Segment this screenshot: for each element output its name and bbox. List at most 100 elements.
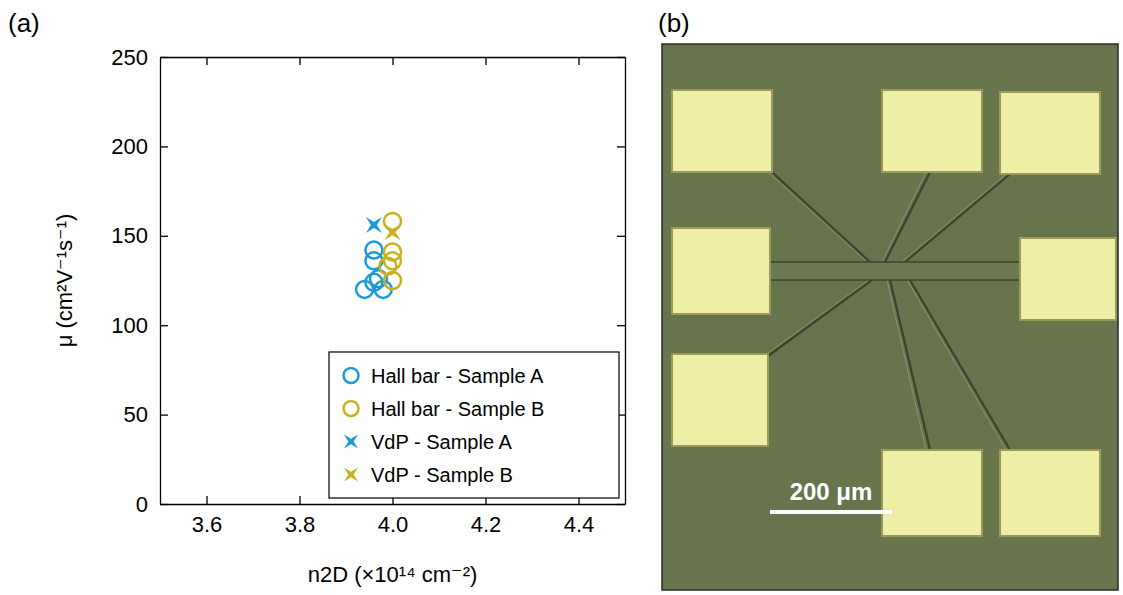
axis [161, 57, 626, 65]
tick-mark [206, 57, 207, 65]
tick-label: 200 [111, 134, 148, 159]
tick-label: 0 [136, 492, 148, 517]
tick: 4.4 [564, 496, 595, 537]
axis-line [160, 58, 161, 505]
tick-mark [617, 57, 625, 58]
substrate [662, 44, 1118, 590]
contact-pad [1000, 92, 1100, 174]
tick-mark [578, 57, 579, 65]
tick-label: 150 [111, 223, 148, 248]
legend-marker [344, 435, 358, 449]
series [379, 213, 401, 289]
tick: 3.8 [285, 496, 316, 537]
figure: (a) 3.6 3.8 4.0 4.2 4.4 0 50 100 150 200 250 n2D (×1… [0, 0, 1123, 595]
series [385, 224, 401, 240]
point [384, 272, 401, 289]
lead-edge [887, 280, 926, 450]
tick-mark [160, 504, 168, 505]
tick-mark [160, 236, 168, 237]
tick-label: 3.8 [285, 512, 316, 537]
tick-mark [617, 146, 625, 147]
lead [910, 280, 1010, 450]
lead [768, 280, 872, 356]
lead-edge [907, 280, 1006, 450]
leads [764, 172, 1010, 450]
contact-pad [882, 90, 982, 172]
lead [885, 172, 930, 262]
panel-label: (a) [8, 8, 40, 38]
tick-label: 4.4 [564, 512, 595, 537]
tick-label: 4.2 [471, 512, 502, 537]
legend-entry: VdP - Sample A [371, 431, 512, 453]
lead-edge [764, 280, 869, 356]
axis: 0 50 100 150 200 250 [111, 45, 168, 517]
tick-mark [206, 496, 207, 504]
axis-line [161, 504, 626, 505]
tick-mark [617, 504, 625, 505]
contact-pad [672, 228, 770, 314]
x-axis-title: n2D (×10¹⁴ cm⁻²) [308, 562, 478, 587]
y-axis-title: μ (cm²V⁻¹s⁻¹) [52, 214, 77, 348]
contact-pad [1000, 450, 1100, 536]
tick: 200 [111, 134, 168, 159]
tick [617, 236, 625, 237]
tick-mark [160, 146, 168, 147]
tick-mark [617, 236, 625, 237]
tick: 0 [136, 492, 168, 517]
tick-mark [485, 57, 486, 65]
tick-label: 100 [111, 313, 148, 338]
tick-mark [160, 325, 168, 326]
point [384, 252, 401, 269]
legend-box [329, 352, 619, 498]
panel-label: (b) [658, 8, 690, 38]
lead-edge [902, 174, 1006, 262]
lead [772, 172, 870, 262]
tick-mark [299, 496, 300, 504]
tick-mark [617, 325, 625, 326]
tick: 100 [111, 313, 168, 338]
contact-pad [672, 354, 768, 446]
tick [393, 57, 394, 65]
series [366, 217, 382, 233]
tick [617, 146, 625, 147]
contact-pad [882, 450, 982, 536]
hall-bar [770, 262, 1020, 280]
point [385, 224, 401, 240]
legend-entry: Hall bar - Sample B [371, 398, 544, 420]
scale-bar [770, 510, 892, 514]
tick: 50 [124, 402, 168, 427]
plot-area [356, 213, 401, 298]
contact-pad [672, 90, 772, 172]
tick-label: 250 [111, 45, 148, 70]
tick [617, 57, 625, 58]
tick: 4.2 [471, 496, 502, 537]
axis-line [625, 58, 626, 505]
micrograph: 200 μm [662, 44, 1118, 590]
series [356, 242, 392, 298]
axis: 3.6 3.8 4.0 4.2 4.4 [161, 496, 626, 537]
tick-mark [160, 57, 168, 58]
legend-entry: VdP - Sample B [371, 464, 513, 486]
legend-marker [344, 368, 359, 383]
lead [905, 174, 1010, 262]
tick: 3.6 [192, 496, 223, 537]
tick-mark [160, 414, 168, 415]
tick-mark [299, 57, 300, 65]
point [356, 281, 373, 298]
point [366, 217, 382, 233]
tick [579, 57, 580, 65]
tick-label: 3.6 [192, 512, 223, 537]
tick: 4.0 [378, 496, 409, 537]
lead-edge [768, 172, 867, 262]
tick: 250 [111, 45, 168, 70]
tick: 150 [111, 223, 168, 248]
tick-label: 4.0 [378, 512, 409, 537]
tick [617, 325, 625, 326]
legend-marker [344, 468, 358, 482]
tick-mark [392, 57, 393, 65]
legend-marker [344, 401, 359, 416]
tick [300, 57, 301, 65]
tick [207, 57, 208, 65]
tick [617, 504, 625, 505]
scale-bar-label: 200 μm [790, 478, 873, 505]
